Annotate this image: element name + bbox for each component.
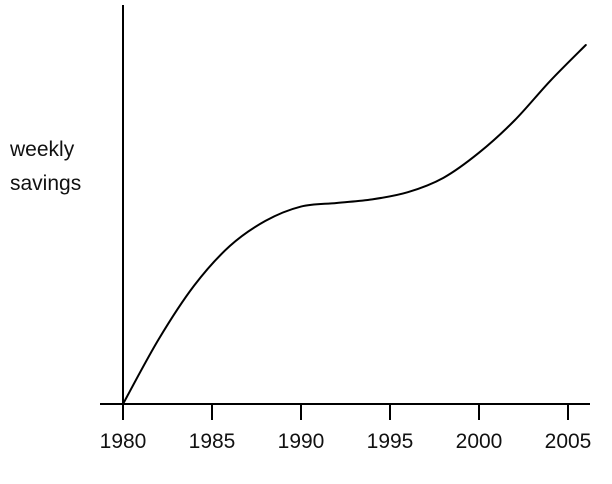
x-axis-ticks: 1980 1985 1990 1995 2000 2005 — [100, 404, 592, 453]
series-line-0 — [122, 44, 587, 405]
x-tick-label-1990: 1990 — [278, 430, 325, 453]
x-tick-label-2005: 2005 — [545, 430, 592, 453]
axes — [100, 5, 590, 405]
y-axis-label-line-2: savings — [10, 172, 82, 195]
x-tick-label-1995: 1995 — [367, 430, 414, 453]
y-axis-label-line-1: weekly — [10, 138, 75, 161]
x-tick-label-1985: 1985 — [189, 430, 236, 453]
series-group — [122, 44, 587, 405]
x-tick-label-1980: 1980 — [100, 430, 147, 453]
x-tick-label-2000: 2000 — [456, 430, 503, 453]
